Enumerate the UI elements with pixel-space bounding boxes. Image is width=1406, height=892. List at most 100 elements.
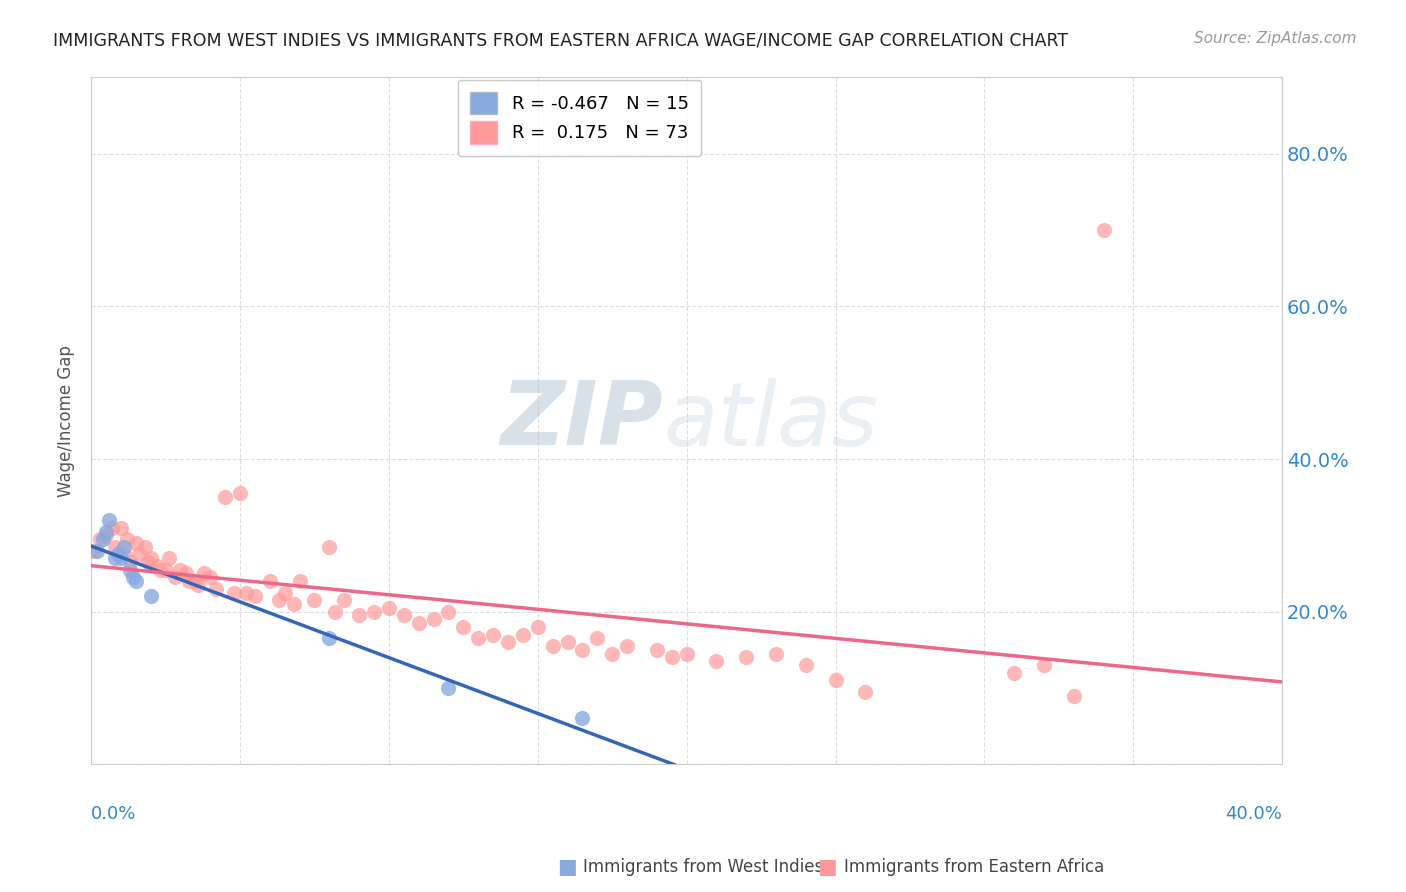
Point — [1033, 658, 1056, 673]
Point — [98, 513, 121, 527]
Point — [115, 532, 138, 546]
Point — [104, 540, 127, 554]
Text: atlas: atlas — [662, 378, 877, 464]
Point — [184, 574, 207, 588]
Text: Source: ZipAtlas.com: Source: ZipAtlas.com — [1194, 31, 1357, 46]
Point — [155, 563, 177, 577]
Point — [512, 627, 534, 641]
Y-axis label: Wage/Income Gap: Wage/Income Gap — [58, 345, 75, 497]
Point — [139, 551, 162, 566]
Point — [112, 548, 135, 562]
Point — [1092, 223, 1115, 237]
Point — [794, 658, 817, 673]
Point — [118, 555, 141, 569]
Point — [121, 570, 143, 584]
Point — [193, 566, 215, 581]
Point — [437, 605, 460, 619]
Point — [527, 620, 550, 634]
Point — [557, 635, 579, 649]
Text: 40.0%: 40.0% — [1226, 805, 1282, 823]
Point — [496, 635, 519, 649]
Point — [145, 558, 167, 573]
Point — [243, 590, 266, 604]
Point — [149, 563, 172, 577]
Point — [363, 605, 385, 619]
Point — [735, 650, 758, 665]
Point — [110, 521, 132, 535]
Text: Immigrants from Eastern Africa: Immigrants from Eastern Africa — [844, 858, 1104, 876]
Point — [89, 532, 111, 546]
Point — [422, 612, 444, 626]
Point — [107, 548, 129, 562]
Point — [1063, 689, 1085, 703]
Point — [214, 490, 236, 504]
Text: ■: ■ — [817, 857, 837, 877]
Point — [267, 593, 290, 607]
Point — [187, 578, 209, 592]
Point — [378, 600, 401, 615]
Point — [259, 574, 281, 588]
Point — [86, 543, 108, 558]
Point — [645, 642, 668, 657]
Point — [112, 540, 135, 554]
Point — [125, 574, 148, 588]
Point — [453, 620, 475, 634]
Point — [304, 593, 326, 607]
Point — [125, 536, 148, 550]
Text: 0.0%: 0.0% — [91, 805, 136, 823]
Point — [765, 647, 787, 661]
Point — [179, 574, 201, 588]
Text: IMMIGRANTS FROM WEST INDIES VS IMMIGRANTS FROM EASTERN AFRICA WAGE/INCOME GAP CO: IMMIGRANTS FROM WEST INDIES VS IMMIGRANT… — [53, 31, 1069, 49]
Point — [169, 563, 191, 577]
Point — [392, 608, 415, 623]
Point — [104, 551, 127, 566]
Point — [706, 654, 728, 668]
Point — [200, 570, 222, 584]
Point — [586, 632, 609, 646]
Point — [134, 540, 156, 554]
Point — [824, 673, 846, 688]
Point — [83, 543, 105, 558]
Point — [118, 563, 141, 577]
Point — [139, 590, 162, 604]
Legend: R = -0.467   N = 15, R =  0.175   N = 73: R = -0.467 N = 15, R = 0.175 N = 73 — [457, 79, 702, 156]
Point — [136, 555, 159, 569]
Point — [157, 551, 180, 566]
Point — [110, 551, 132, 566]
Point — [467, 632, 489, 646]
Point — [347, 608, 370, 623]
Point — [288, 574, 311, 588]
Point — [235, 585, 257, 599]
Point — [541, 639, 564, 653]
Point — [205, 582, 228, 596]
Point — [675, 647, 697, 661]
Point — [91, 532, 114, 546]
Point — [333, 593, 356, 607]
Point — [318, 540, 340, 554]
Point — [600, 647, 623, 661]
Text: ■: ■ — [557, 857, 576, 877]
Point — [283, 597, 305, 611]
Point — [229, 486, 252, 500]
Point — [163, 570, 186, 584]
Point — [661, 650, 683, 665]
Point — [222, 585, 245, 599]
Text: ZIP: ZIP — [501, 377, 662, 465]
Point — [571, 642, 593, 657]
Point — [318, 632, 340, 646]
Point — [323, 605, 346, 619]
Point — [94, 524, 117, 539]
Point — [273, 585, 295, 599]
Point — [616, 639, 638, 653]
Point — [176, 566, 198, 581]
Point — [437, 681, 460, 695]
Point — [101, 521, 124, 535]
Point — [482, 627, 505, 641]
Text: Immigrants from West Indies: Immigrants from West Indies — [583, 858, 824, 876]
Point — [408, 616, 430, 631]
Point — [94, 528, 117, 542]
Point — [128, 548, 150, 562]
Point — [1002, 665, 1025, 680]
Point — [571, 711, 593, 725]
Point — [853, 685, 876, 699]
